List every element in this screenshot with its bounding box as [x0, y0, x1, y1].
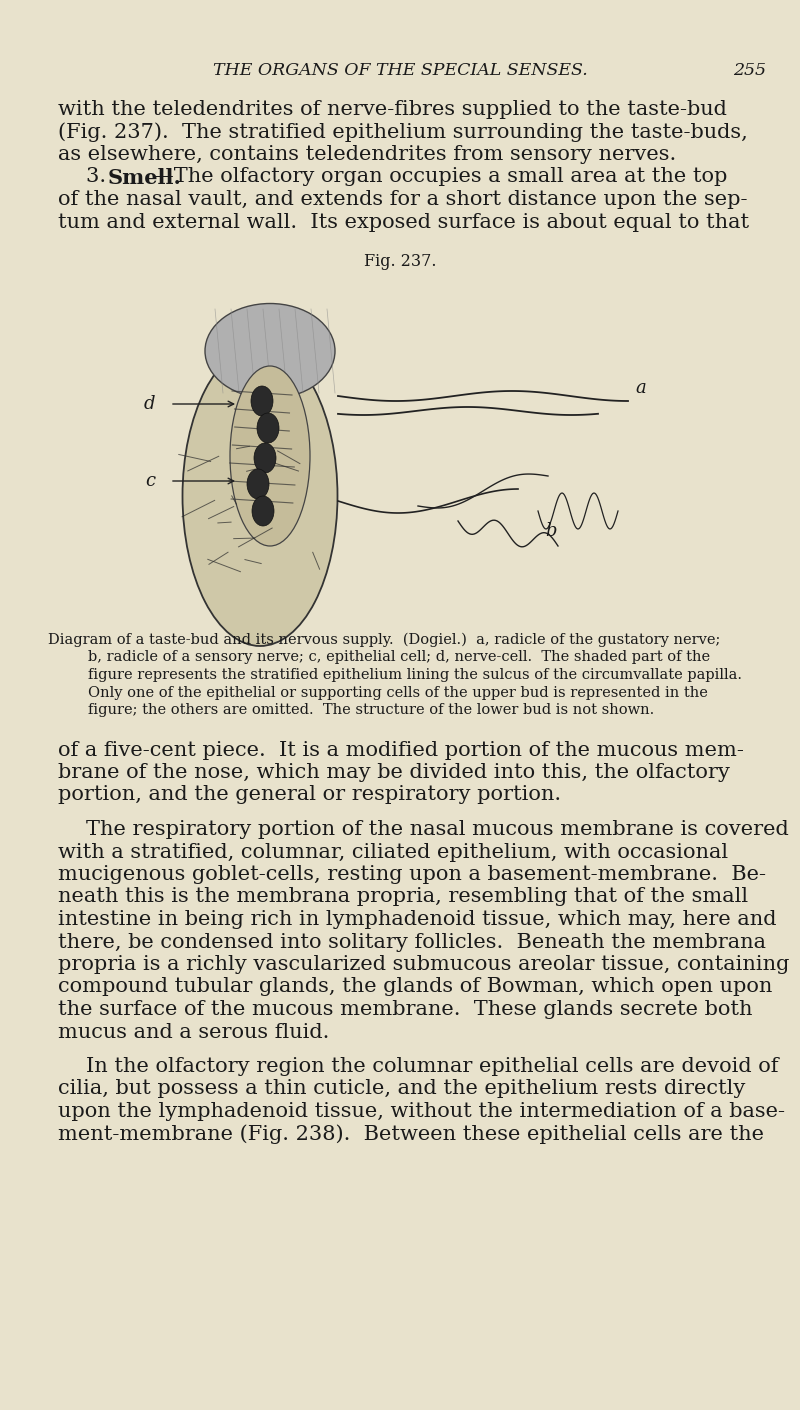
- Ellipse shape: [254, 443, 276, 472]
- Ellipse shape: [251, 386, 273, 416]
- Ellipse shape: [247, 470, 269, 499]
- Text: with the teledendrites of nerve-fibres supplied to the taste-bud: with the teledendrites of nerve-fibres s…: [58, 100, 727, 118]
- Ellipse shape: [230, 367, 310, 546]
- Text: 3.: 3.: [86, 168, 113, 186]
- Text: tum and external wall.  Its exposed surface is about equal to that: tum and external wall. Its exposed surfa…: [58, 213, 749, 231]
- Text: b, radicle of a sensory nerve; c, epithelial cell; d, nerve-cell.  The shaded pa: b, radicle of a sensory nerve; c, epithe…: [88, 650, 710, 664]
- Text: brane of the nose, which may be divided into this, the olfactory: brane of the nose, which may be divided …: [58, 763, 730, 783]
- Text: the surface of the mucous membrane.  These glands secrete both: the surface of the mucous membrane. Thes…: [58, 1000, 753, 1019]
- Text: figure represents the stratified epithelium lining the sulcus of the circumvalla: figure represents the stratified epithel…: [88, 668, 742, 682]
- Text: of the nasal vault, and extends for a short distance upon the sep-: of the nasal vault, and extends for a sh…: [58, 190, 747, 209]
- Text: figure; the others are omitted.  The structure of the lower bud is not shown.: figure; the others are omitted. The stru…: [88, 704, 654, 718]
- Text: compound tubular glands, the glands of Bowman, which open upon: compound tubular glands, the glands of B…: [58, 977, 772, 997]
- Text: of a five-cent piece.  It is a modified portion of the mucous mem-: of a five-cent piece. It is a modified p…: [58, 740, 744, 760]
- Text: with a stratified, columnar, ciliated epithelium, with occasional: with a stratified, columnar, ciliated ep…: [58, 843, 728, 862]
- Ellipse shape: [205, 303, 335, 399]
- Text: cilia, but possess a thin cuticle, and the epithelium rests directly: cilia, but possess a thin cuticle, and t…: [58, 1080, 746, 1098]
- Text: Diagram of a taste-bud and its nervous supply.  (Dogiel.)  a, radicle of the gus: Diagram of a taste-bud and its nervous s…: [48, 633, 720, 647]
- Text: b: b: [545, 522, 557, 540]
- Text: Smell.: Smell.: [108, 168, 182, 188]
- Text: Only one of the epithelial or supporting cells of the upper bud is represented i: Only one of the epithelial or supporting…: [88, 685, 708, 699]
- Ellipse shape: [182, 345, 338, 646]
- Text: The respiratory portion of the nasal mucous membrane is covered: The respiratory portion of the nasal muc…: [86, 821, 789, 839]
- Text: —The olfactory organ occupies a small area at the top: —The olfactory organ occupies a small ar…: [153, 168, 727, 186]
- Text: c: c: [145, 472, 155, 491]
- Text: Fig. 237.: Fig. 237.: [364, 252, 436, 269]
- Text: a: a: [635, 379, 646, 398]
- Text: upon the lymphadenoid tissue, without the intermediation of a base-: upon the lymphadenoid tissue, without th…: [58, 1103, 785, 1121]
- Ellipse shape: [252, 496, 274, 526]
- Text: as elsewhere, contains teledendrites from sensory nerves.: as elsewhere, contains teledendrites fro…: [58, 145, 676, 164]
- Ellipse shape: [257, 413, 279, 443]
- Text: portion, and the general or respiratory portion.: portion, and the general or respiratory …: [58, 785, 561, 805]
- Text: propria is a richly vascularized submucous areolar tissue, containing: propria is a richly vascularized submuco…: [58, 955, 790, 974]
- Text: mucus and a serous fluid.: mucus and a serous fluid.: [58, 1022, 330, 1042]
- Text: (Fig. 237).  The stratified epithelium surrounding the taste-buds,: (Fig. 237). The stratified epithelium su…: [58, 123, 748, 142]
- Text: d: d: [143, 395, 155, 413]
- Text: neath this is the membrana propria, resembling that of the small: neath this is the membrana propria, rese…: [58, 887, 748, 907]
- Text: In the olfactory region the columnar epithelial cells are devoid of: In the olfactory region the columnar epi…: [86, 1058, 778, 1076]
- Text: ment-membrane (Fig. 238).  Between these epithelial cells are the: ment-membrane (Fig. 238). Between these …: [58, 1125, 764, 1144]
- Text: THE ORGANS OF THE SPECIAL SENSES.: THE ORGANS OF THE SPECIAL SENSES.: [213, 62, 587, 79]
- Text: mucigenous goblet-cells, resting upon a basement-membrane.  Be-: mucigenous goblet-cells, resting upon a …: [58, 864, 766, 884]
- Text: 255: 255: [734, 62, 766, 79]
- Text: intestine in being rich in lymphadenoid tissue, which may, here and: intestine in being rich in lymphadenoid …: [58, 909, 777, 929]
- Text: there, be condensed into solitary follicles.  Beneath the membrana: there, be condensed into solitary follic…: [58, 932, 766, 952]
